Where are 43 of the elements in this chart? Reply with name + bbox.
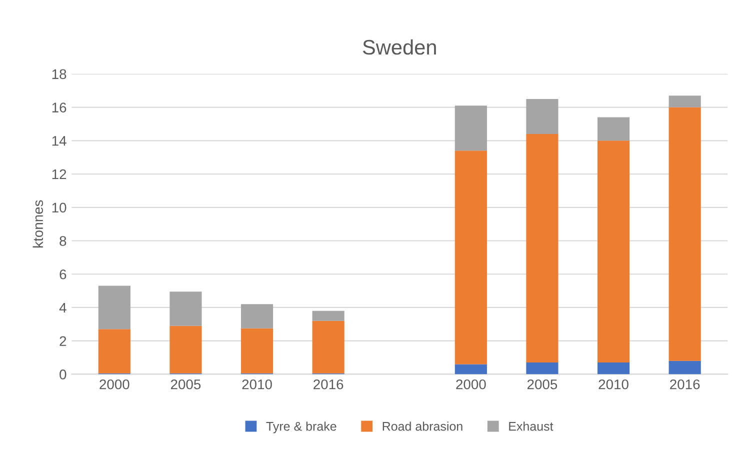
y-tick-label: 0 [60,370,66,380]
bar [170,292,202,326]
x-tick-label: 2016 [670,379,700,390]
chart-title: Sweden [362,39,436,55]
bar [98,286,130,330]
x-tick-label: 2000 [100,379,130,390]
bar [597,117,630,141]
bar [240,328,274,374]
y-tick-label: 14 [52,136,66,146]
bar [240,304,274,328]
bar [170,326,202,374]
bar [597,362,630,374]
bar [312,310,344,321]
bar [668,360,701,374]
legend-label: Tyre & brake [266,422,336,434]
x-tick-label: 2010 [242,379,272,390]
y-tick-label: 16 [52,102,66,112]
y-tick-label: 12 [52,169,66,180]
bar [454,106,487,151]
y-tick-label: 4 [59,302,66,313]
y-tick-label: 6 [60,269,66,280]
bar [668,96,701,108]
y-tick-label: 2 [60,336,66,346]
x-tick-label: 2005 [527,379,558,390]
x-tick-label: 2005 [170,379,201,390]
bar [526,362,558,374]
bar [668,107,701,361]
bar [526,98,558,134]
x-tick-label: 2010 [598,379,628,390]
y-tick-label: 18 [52,69,66,80]
legend-label: Exhaust [509,422,554,431]
y-axis-title: ktonnes [32,200,44,248]
bar [597,140,630,363]
y-tick-label: 8 [60,236,66,246]
bar [98,329,130,374]
bar [312,320,344,374]
x-tick-label: 2016 [314,379,344,390]
bar [454,150,487,364]
x-tick-label: 2000 [456,379,486,390]
y-tick-label: 10 [52,202,66,213]
legend-label: Road abrasion [382,422,462,431]
bar [526,134,558,363]
bar [454,364,487,374]
